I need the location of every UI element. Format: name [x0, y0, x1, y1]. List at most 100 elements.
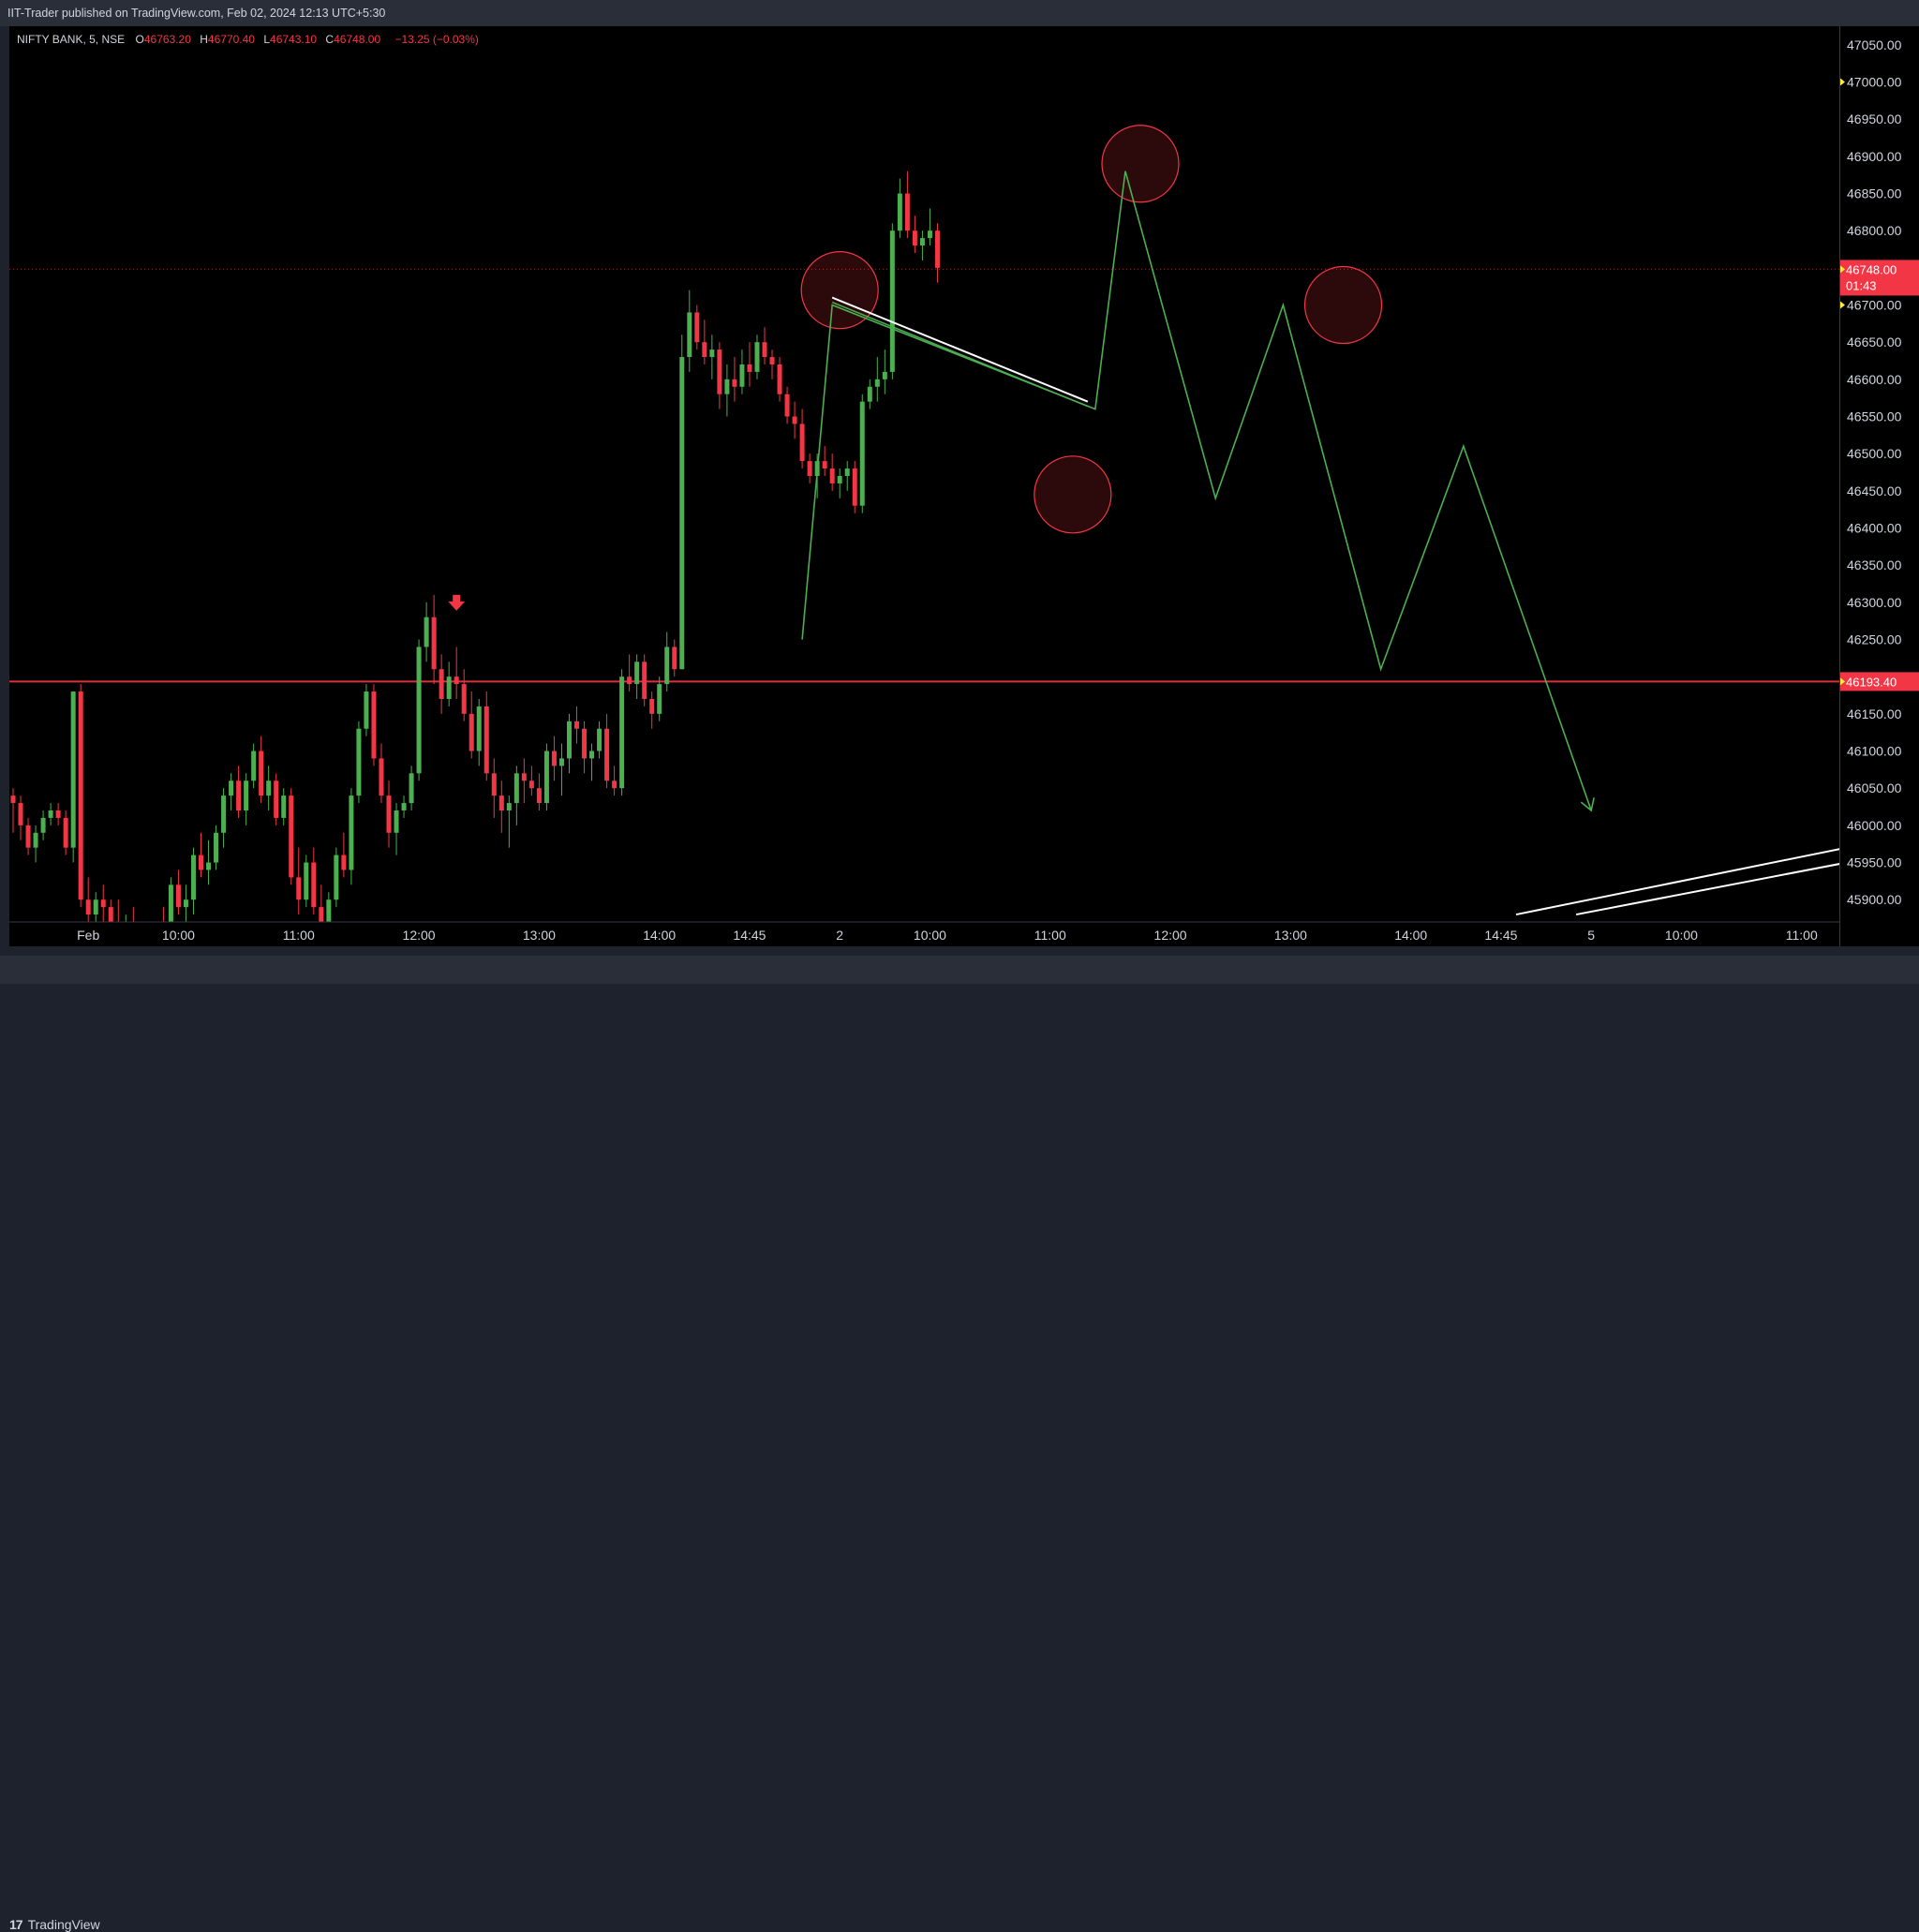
candle-body — [431, 617, 437, 670]
open-value: 46763.20 — [143, 33, 191, 46]
candle-body — [349, 795, 354, 870]
candle — [416, 639, 422, 781]
price-tick-label: 46600.00 — [1847, 372, 1902, 387]
time-axis-panel[interactable] — [9, 922, 1839, 946]
candle — [882, 349, 887, 394]
symbol-label[interactable]: NIFTY BANK, 5, NSE — [17, 33, 126, 46]
price-tick-label: 47000.00 — [1847, 75, 1902, 90]
price-tick-label: 45900.00 — [1847, 892, 1902, 907]
alert-marker-icon — [1840, 301, 1845, 309]
candle-body — [296, 877, 302, 900]
time-tick-label: 11:00 — [1034, 928, 1066, 943]
candle — [604, 713, 610, 789]
chart-canvas[interactable]: 45900.00 45950.00 46000.00 46050.00 46100.00… — [0, 0, 1919, 984]
candle-body — [672, 646, 677, 670]
candle — [446, 661, 452, 706]
time-tick-label: 11:00 — [1786, 928, 1818, 943]
candle — [619, 669, 625, 796]
candle — [289, 788, 294, 885]
candle — [364, 684, 369, 736]
chart-panel[interactable] — [9, 26, 1839, 922]
candle-body — [859, 401, 865, 506]
candle — [551, 736, 557, 781]
candle-body — [904, 193, 910, 231]
candle — [424, 602, 429, 662]
candle-body — [334, 855, 339, 900]
candle — [401, 795, 407, 818]
candle — [349, 788, 354, 885]
candle-body — [304, 862, 309, 900]
candle-body — [364, 691, 369, 729]
candle — [566, 713, 572, 774]
candle — [784, 386, 790, 424]
candle-body — [724, 379, 730, 394]
candle-body — [379, 758, 384, 796]
candle — [822, 446, 827, 476]
price-axis-panel[interactable] — [1839, 26, 1919, 946]
alert-marker-icon — [1840, 78, 1845, 86]
candle — [251, 743, 257, 789]
open-label: O — [135, 33, 144, 46]
time-tick-label: 13:00 — [1274, 928, 1307, 943]
price-tick-label: 46100.00 — [1847, 744, 1902, 759]
footer-bar: 17 TradingView — [0, 956, 1919, 1932]
candle — [589, 743, 595, 781]
candle — [190, 847, 196, 915]
time-tick-label: 10:00 — [914, 928, 946, 943]
price-tick-label: 46550.00 — [1847, 409, 1902, 424]
price-badge — [1840, 672, 1919, 691]
candle-body — [409, 773, 414, 804]
candle — [807, 453, 812, 483]
candle — [709, 334, 715, 379]
candle — [131, 907, 136, 937]
candle-body — [154, 929, 158, 959]
candle-body — [199, 855, 203, 870]
candle-body — [131, 929, 136, 937]
candle — [657, 676, 662, 721]
candle-body — [769, 357, 775, 364]
time-tick-label: 13:00 — [523, 928, 556, 943]
candle-body — [604, 728, 610, 781]
price-badge-countdown: 01:43 — [1846, 278, 1877, 292]
candle-body — [574, 721, 579, 729]
candle-body — [874, 379, 880, 387]
candle — [70, 691, 76, 863]
candle-body — [807, 461, 812, 476]
candle — [100, 884, 106, 922]
candle-body — [394, 810, 399, 833]
price-tick-label: 46650.00 — [1847, 334, 1902, 349]
tradingview-logo[interactable]: 17 TradingView — [9, 1917, 100, 1932]
time-tick-label: 14:45 — [1484, 928, 1517, 943]
candle-body — [401, 803, 407, 810]
candle — [829, 453, 835, 491]
candle — [897, 178, 902, 239]
candle — [281, 788, 287, 825]
candle-body — [521, 773, 527, 781]
candle-body — [289, 795, 294, 878]
candle-body — [33, 832, 38, 848]
candle-body — [70, 691, 76, 848]
candle-body — [476, 706, 482, 751]
candle-body — [506, 803, 512, 810]
time-tick-label: 5 — [1587, 928, 1595, 943]
candle-body — [236, 780, 242, 810]
candle — [461, 669, 467, 721]
candle — [199, 832, 203, 878]
close-label: C — [325, 33, 335, 46]
projection-path — [801, 171, 1592, 811]
candle — [93, 892, 98, 922]
candle-body — [446, 676, 452, 699]
candle-body — [168, 884, 173, 922]
price-badge — [1840, 260, 1919, 296]
candle — [304, 855, 309, 908]
candle-body — [558, 758, 564, 766]
candle-body — [597, 728, 602, 751]
price-tick-label: 47050.00 — [1847, 37, 1902, 52]
candle — [513, 765, 519, 825]
candle-body — [183, 899, 188, 908]
price-tick-label: 46050.00 — [1847, 780, 1902, 795]
candle-body — [513, 773, 519, 804]
candle — [162, 907, 164, 922]
highlight-circle — [1303, 265, 1383, 345]
candle — [912, 215, 917, 253]
